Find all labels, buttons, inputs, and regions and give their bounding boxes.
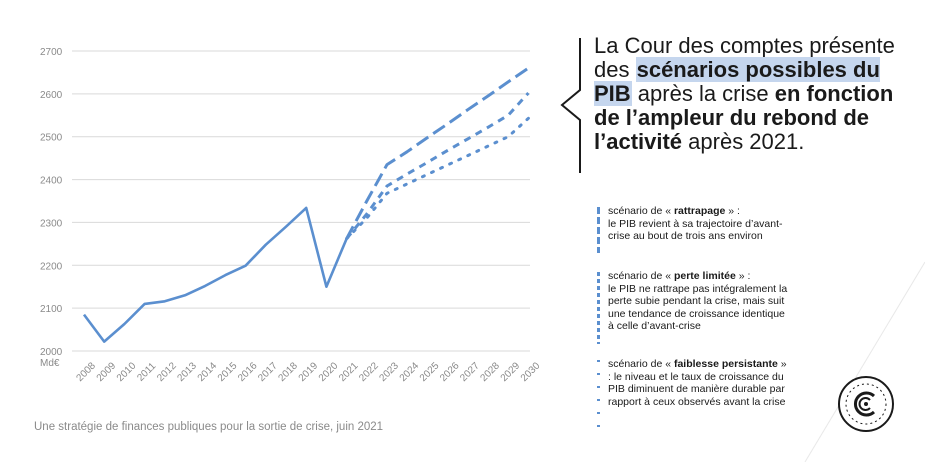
- scenario-name: perte limitée: [673, 270, 736, 282]
- y-tick-label: 2300: [40, 218, 63, 229]
- x-tick-label: 2026: [438, 360, 462, 384]
- scenario-rattrapage: scénario de « rattrapage » : le PIB revi…: [597, 205, 788, 253]
- x-tick-label: 2025: [418, 360, 442, 384]
- cour-des-comptes-logo-icon: [838, 376, 894, 432]
- scenario-prefix: scénario de «: [608, 270, 674, 282]
- scenario-description: le PIB ne rattrape pas intégralement la …: [608, 282, 788, 333]
- x-tick-label: 2020: [317, 360, 341, 384]
- x-tick-label: 2012: [155, 360, 179, 384]
- x-tick-label: 2011: [135, 360, 158, 383]
- scenario-perte-limitee: scénario de « perte limitée » : le PIB n…: [597, 270, 788, 344]
- series-line-0: [82, 206, 348, 343]
- source-caption: Une stratégie de finances publiques pour…: [34, 421, 384, 433]
- scenario-suffix: » :: [725, 205, 740, 217]
- x-tick-label: 2019: [297, 360, 321, 384]
- scenario-description: le niveau et le taux de croissance du PI…: [608, 370, 786, 408]
- x-tick-label: 2017: [256, 360, 280, 384]
- headline-bold: en fonction de l’ampleur du rebond de l’…: [594, 81, 894, 154]
- y-axis-unit-label: Md€: [40, 358, 60, 369]
- x-tick-label: 2023: [377, 360, 401, 384]
- scenario-name: rattrapage: [673, 205, 726, 217]
- x-tick-label: 2018: [276, 360, 300, 384]
- x-tick-label: 2015: [216, 360, 240, 384]
- dash-line-icon: [597, 207, 600, 253]
- short-dash-line-icon: [597, 272, 600, 344]
- x-tick-label: 2022: [357, 360, 381, 384]
- x-axis-ticks: 2008200920102011201220132014201520162017…: [74, 360, 542, 384]
- y-tick-label: 2400: [40, 176, 63, 187]
- chart-gridlines: [72, 50, 530, 352]
- series-line-3: [345, 116, 530, 241]
- scenario-prefix: scénario de «: [608, 205, 674, 217]
- x-tick-label: 2027: [458, 360, 482, 384]
- x-tick-label: 2014: [196, 360, 220, 384]
- headline-part-1: La Cour des comptes présente des: [594, 33, 895, 82]
- scenario-faiblesse-persistante: scénario de « faiblesse persistante » : …: [597, 358, 788, 430]
- series-line-2: [345, 91, 530, 240]
- x-tick-label: 2030: [519, 360, 543, 384]
- x-tick-label: 2021: [337, 360, 361, 384]
- headline-bracket: [560, 38, 581, 173]
- x-tick-label: 2008: [74, 360, 98, 384]
- headline-part-2: après la crise: [631, 81, 775, 106]
- x-tick-label: 2029: [499, 360, 523, 384]
- headline: La Cour des comptes présente des scénari…: [594, 34, 914, 154]
- x-tick-label: 2010: [115, 360, 139, 384]
- scenario-suffix: » :: [608, 358, 787, 383]
- x-tick-label: 2028: [478, 360, 502, 384]
- x-tick-label: 2016: [236, 360, 260, 384]
- series-line-1: [345, 66, 530, 240]
- scenario-name: faiblesse persistante: [673, 358, 778, 370]
- y-tick-label: 2600: [40, 90, 63, 101]
- y-axis-ticks: 2000 2100 2200 2300 2400 2500 2600 2700: [40, 47, 63, 358]
- y-tick-label: 2500: [40, 133, 63, 144]
- y-tick-label: 2200: [40, 261, 63, 272]
- scenario-description: le PIB revient à sa trajectoire d’avant-…: [608, 217, 783, 243]
- scenario-suffix: » :: [735, 270, 751, 282]
- x-tick-label: 2013: [175, 360, 199, 384]
- x-tick-label: 2024: [398, 360, 422, 384]
- y-tick-label: 2000: [40, 347, 63, 358]
- gdp-chart: 2000 2100 2200 2300 2400 2500 2600 2700 Md€ 200…: [40, 47, 543, 384]
- scenario-prefix: scénario de «: [608, 358, 674, 370]
- dotted-line-icon: [597, 360, 600, 430]
- headline-part-3: après 2021.: [682, 129, 805, 154]
- x-tick-label: 2009: [95, 360, 119, 384]
- y-tick-label: 2100: [40, 304, 63, 315]
- y-tick-label: 2700: [40, 47, 63, 58]
- chart-series: [82, 66, 530, 343]
